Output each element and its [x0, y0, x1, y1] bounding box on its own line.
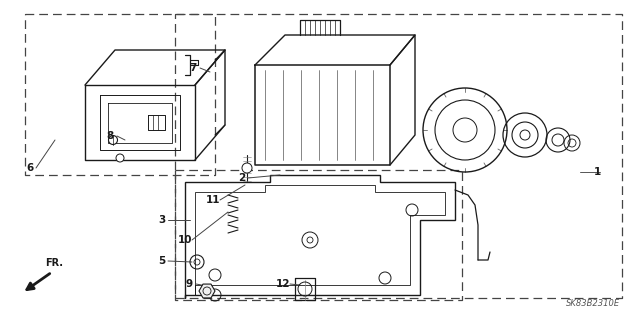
Text: 11: 11 — [205, 195, 220, 205]
Text: 1: 1 — [593, 167, 600, 177]
Circle shape — [116, 154, 124, 162]
Text: 6: 6 — [26, 163, 34, 173]
Text: 9: 9 — [186, 279, 193, 289]
Text: 10: 10 — [178, 235, 192, 245]
Text: FR.: FR. — [45, 258, 63, 268]
Text: 2: 2 — [238, 173, 246, 183]
Text: 5: 5 — [158, 256, 166, 266]
Circle shape — [242, 163, 252, 173]
Text: SK83B2310E: SK83B2310E — [566, 299, 620, 308]
Text: 12: 12 — [276, 279, 291, 289]
Circle shape — [109, 136, 118, 145]
Text: 8: 8 — [106, 131, 114, 141]
Text: 7: 7 — [189, 63, 196, 73]
Text: 3: 3 — [158, 215, 166, 225]
